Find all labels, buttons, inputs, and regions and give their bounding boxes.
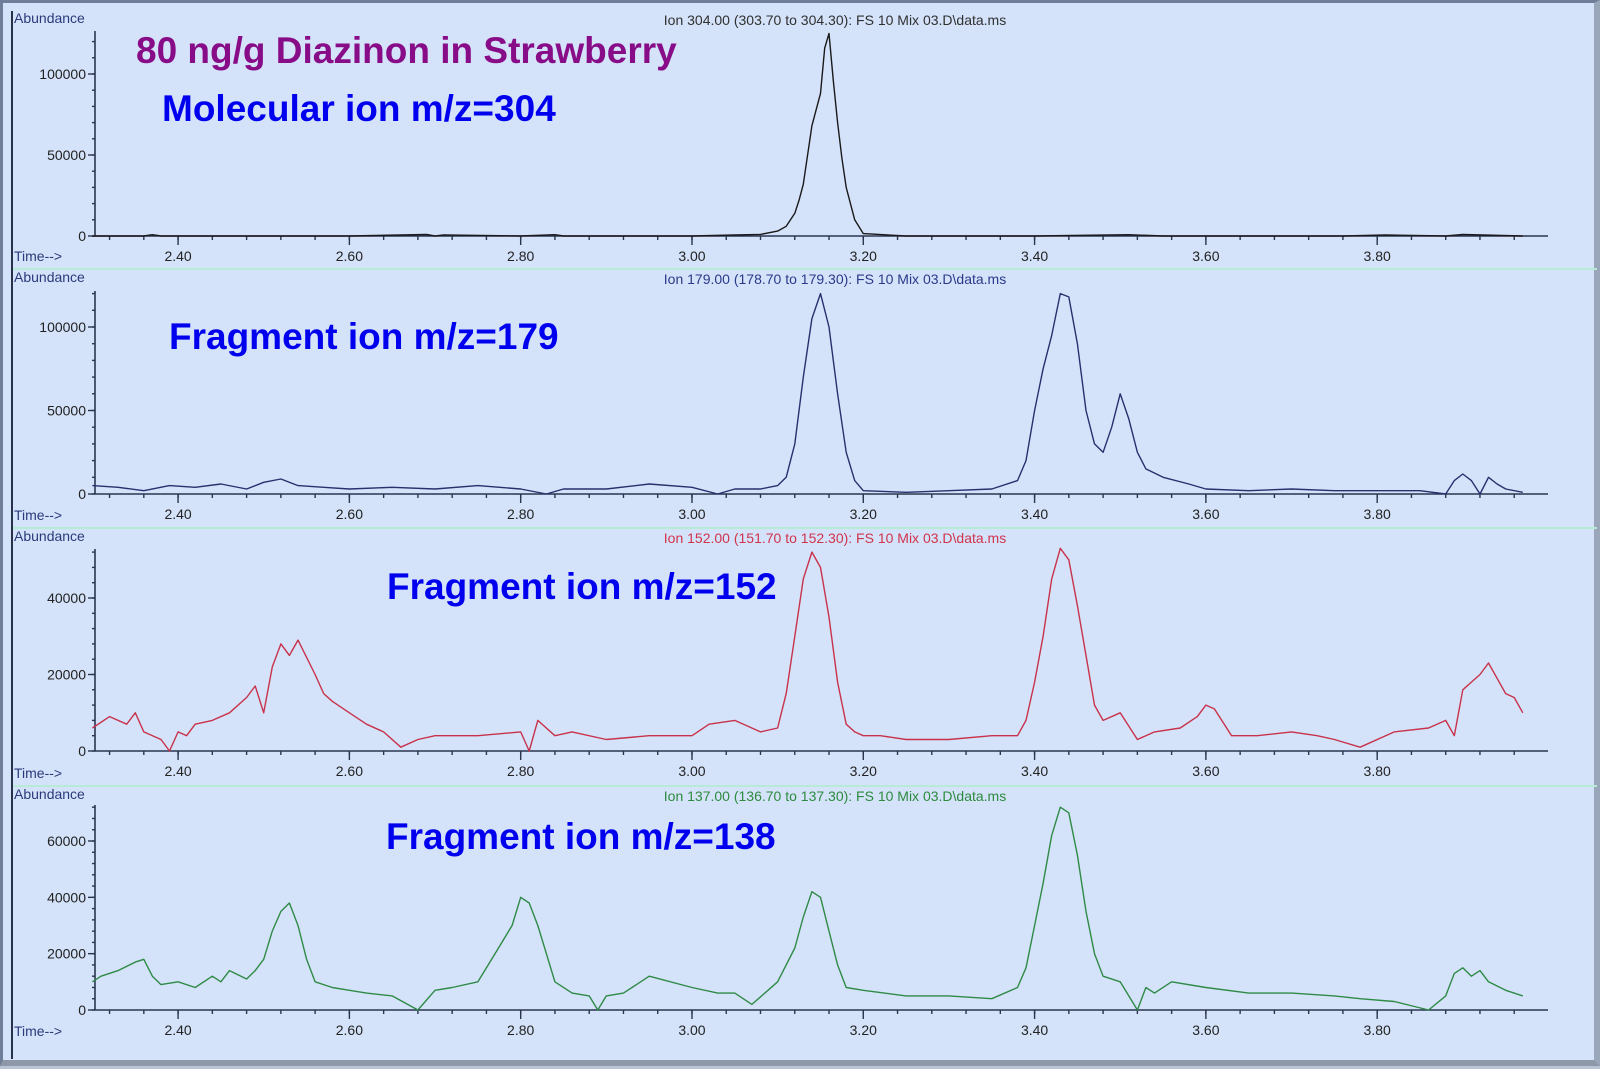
y-tick-label: 50000 [47,147,86,163]
panel-4-annotation: Fragment ion m/z=138 [386,816,776,857]
x-tick-label: 2.60 [336,506,363,522]
x-tick-label: 2.40 [164,506,191,522]
chromatogram-trace [92,32,1523,237]
x-tick-label: 3.80 [1364,763,1391,779]
y-axis-label: Abundance [14,528,85,544]
y-tick-label: 20000 [47,946,86,962]
x-tick-label: 3.80 [1364,248,1391,264]
chromatogram-trace [92,547,1524,752]
ion-header: Ion 179.00 (178.70 to 179.30): FS 10 Mix… [664,271,1006,287]
y-tick-label: 60000 [47,833,86,849]
panel-1-annotation: Molecular ion m/z=304 [162,88,556,129]
ion-header: Ion 137.00 (136.70 to 137.30): FS 10 Mix… [664,788,1006,804]
x-tick-label: 2.40 [164,763,191,779]
chart-title: 80 ng/g Diazinon in Strawberry [136,30,677,71]
x-tick-label: 3.60 [1192,506,1219,522]
x-tick-label: 3.20 [850,1022,877,1038]
x-tick-label: 3.60 [1192,1022,1219,1038]
chromatogram-trace [92,806,1524,1011]
x-tick-label: 3.00 [678,1022,705,1038]
x-axis-label: Time--> [14,1023,62,1039]
x-tick-label: 3.20 [850,506,877,522]
y-tick-label: 40000 [47,889,86,905]
y-tick-label: 0 [78,486,86,502]
y-tick-label: 100000 [39,319,86,335]
x-tick-label: 3.00 [678,506,705,522]
x-tick-label: 3.60 [1192,248,1219,264]
y-axis-label: Abundance [14,786,85,802]
x-tick-label: 2.80 [507,506,534,522]
x-axis-label: Time--> [14,507,62,523]
x-tick-label: 3.20 [850,763,877,779]
y-tick-label: 0 [78,1002,86,1018]
chromatogram-trace [92,292,1523,495]
x-tick-label: 2.40 [164,1022,191,1038]
x-tick-label: 2.40 [164,248,191,264]
x-tick-label: 3.00 [678,763,705,779]
y-tick-label: 0 [78,228,86,244]
chromatogram-plots: Abundance Time--> Ion 304.00 (303.70 to 30… [13,10,1597,1039]
x-tick-label: 3.80 [1364,1022,1391,1038]
x-tick-label: 2.80 [507,248,534,264]
x-tick-label: 2.60 [336,763,363,779]
y-axis-label: Abundance [14,10,85,26]
y-axis-label: Abundance [14,269,85,285]
x-tick-label: 2.80 [507,763,534,779]
ion-header: Ion 304.00 (303.70 to 304.30): FS 10 Mix… [664,12,1006,28]
y-tick-label: 100000 [39,66,86,82]
ion-header: Ion 152.00 (151.70 to 152.30): FS 10 Mix… [664,530,1006,546]
x-tick-label: 3.60 [1192,763,1219,779]
x-axis-label: Time--> [14,248,62,264]
x-tick-label: 3.00 [678,248,705,264]
x-tick-label: 3.40 [1021,248,1048,264]
x-tick-label: 3.80 [1364,506,1391,522]
y-tick-label: 0 [78,743,86,759]
y-tick-label: 50000 [47,403,86,419]
panel-3-annotation: Fragment ion m/z=152 [387,566,777,607]
x-tick-label: 2.80 [507,1022,534,1038]
x-tick-label: 3.40 [1021,1022,1048,1038]
x-tick-label: 3.40 [1021,506,1048,522]
panel-2-annotation: Fragment ion m/z=179 [169,316,559,357]
x-axis-label: Time--> [14,765,62,781]
y-tick-label: 20000 [47,667,86,683]
x-tick-label: 2.60 [336,1022,363,1038]
x-tick-label: 2.60 [336,248,363,264]
left-border-line [11,11,13,1059]
x-tick-label: 3.20 [850,248,877,264]
x-tick-label: 3.40 [1021,763,1048,779]
y-tick-label: 40000 [47,590,86,606]
